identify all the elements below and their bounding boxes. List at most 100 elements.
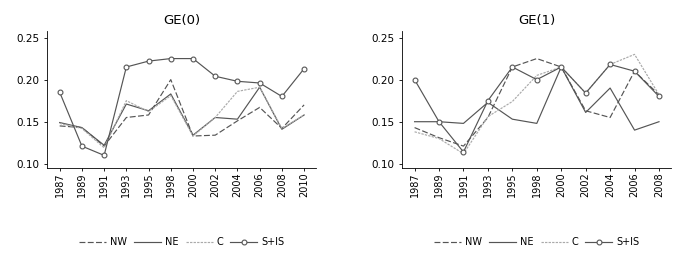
C (410, 130, 418, 134)
S+IS (631, 69, 639, 73)
C (167, 94, 175, 97)
S+IS (533, 78, 541, 81)
NW (300, 103, 308, 107)
C (606, 63, 614, 66)
NW (56, 124, 64, 128)
S+IS (278, 95, 286, 98)
NW (484, 116, 492, 119)
C (122, 99, 130, 102)
NW (508, 65, 517, 69)
NW (78, 126, 86, 129)
S+IS (300, 67, 308, 70)
NW (557, 65, 565, 69)
S+IS (557, 65, 565, 69)
NE (508, 118, 517, 121)
C (211, 116, 219, 119)
NE (631, 129, 639, 132)
C (655, 93, 663, 96)
C (100, 146, 108, 150)
C (508, 100, 517, 103)
NE (144, 109, 153, 113)
S+IS (460, 150, 468, 154)
C (582, 91, 590, 95)
C (78, 127, 86, 130)
C (233, 90, 241, 93)
C (435, 137, 443, 140)
Line: NW: NW (414, 59, 659, 146)
NE (582, 111, 590, 114)
NE (300, 113, 308, 117)
NW (122, 116, 130, 119)
NE (100, 144, 108, 147)
NE (460, 122, 468, 125)
S+IS (233, 80, 241, 83)
NE (410, 120, 418, 123)
S+IS (56, 90, 64, 94)
NE (256, 85, 264, 89)
NE (122, 102, 130, 106)
S+IS (582, 91, 590, 95)
C (631, 53, 639, 56)
Title: GE(0): GE(0) (163, 14, 201, 27)
NE (233, 118, 241, 121)
C (56, 122, 64, 125)
Line: S+IS: S+IS (412, 62, 662, 155)
Legend: NW, NE, C, S+IS: NW, NE, C, S+IS (75, 233, 288, 251)
C (278, 127, 286, 130)
NW (189, 134, 197, 138)
C (484, 115, 492, 118)
NW (435, 136, 443, 139)
NE (484, 101, 492, 104)
NE (56, 121, 64, 124)
S+IS (435, 120, 443, 123)
S+IS (508, 65, 517, 69)
NE (211, 116, 219, 119)
S+IS (189, 57, 197, 60)
S+IS (484, 99, 492, 102)
NW (167, 78, 175, 81)
Line: NW: NW (60, 80, 304, 146)
S+IS (256, 81, 264, 85)
NW (278, 127, 286, 130)
NW (533, 57, 541, 60)
NE (78, 126, 86, 129)
S+IS (211, 74, 219, 78)
NW (100, 144, 108, 148)
S+IS (144, 59, 153, 63)
S+IS (606, 63, 614, 66)
NE (435, 120, 443, 123)
Legend: NW, NE, C, S+IS: NW, NE, C, S+IS (431, 233, 643, 251)
NE (655, 120, 663, 123)
Line: NE: NE (60, 87, 304, 145)
C (300, 113, 308, 117)
NW (233, 119, 241, 123)
C (460, 152, 468, 155)
Line: C: C (60, 87, 304, 148)
C (144, 110, 153, 113)
S+IS (410, 78, 418, 81)
C (189, 134, 197, 138)
NW (211, 134, 219, 137)
NE (533, 122, 541, 125)
S+IS (655, 95, 663, 98)
NW (631, 69, 639, 73)
NE (167, 92, 175, 95)
S+IS (78, 144, 86, 148)
NE (557, 65, 565, 69)
C (557, 65, 565, 69)
NE (189, 134, 197, 137)
S+IS (100, 154, 108, 157)
C (256, 85, 264, 89)
S+IS (122, 65, 130, 69)
NW (460, 144, 468, 148)
Line: C: C (414, 54, 659, 154)
NW (606, 116, 614, 119)
NE (606, 86, 614, 90)
Line: NE: NE (414, 67, 659, 130)
NW (655, 93, 663, 96)
NW (410, 126, 418, 129)
NW (582, 109, 590, 113)
NW (256, 106, 264, 109)
C (533, 74, 541, 77)
NW (144, 113, 153, 117)
